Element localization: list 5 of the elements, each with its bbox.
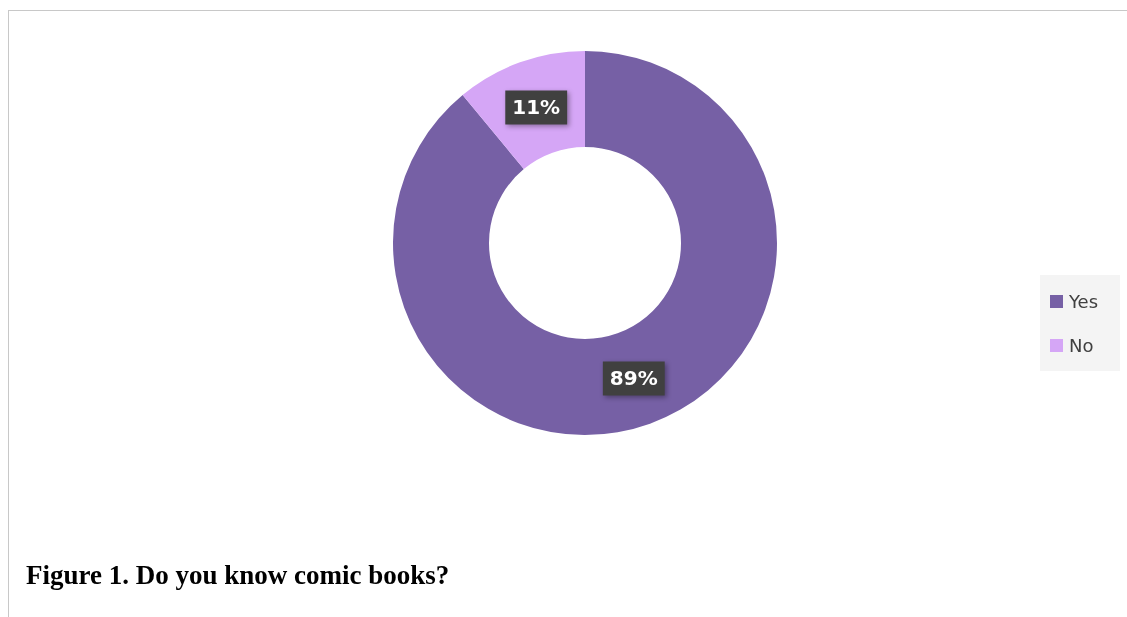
data-label: 11% <box>512 94 561 119</box>
data-label: 89% <box>609 365 658 390</box>
legend-label: Yes <box>1069 290 1099 312</box>
text: Figure 1. Do you know comic books? <box>26 560 450 591</box>
legend-label: No <box>1069 334 1094 356</box>
